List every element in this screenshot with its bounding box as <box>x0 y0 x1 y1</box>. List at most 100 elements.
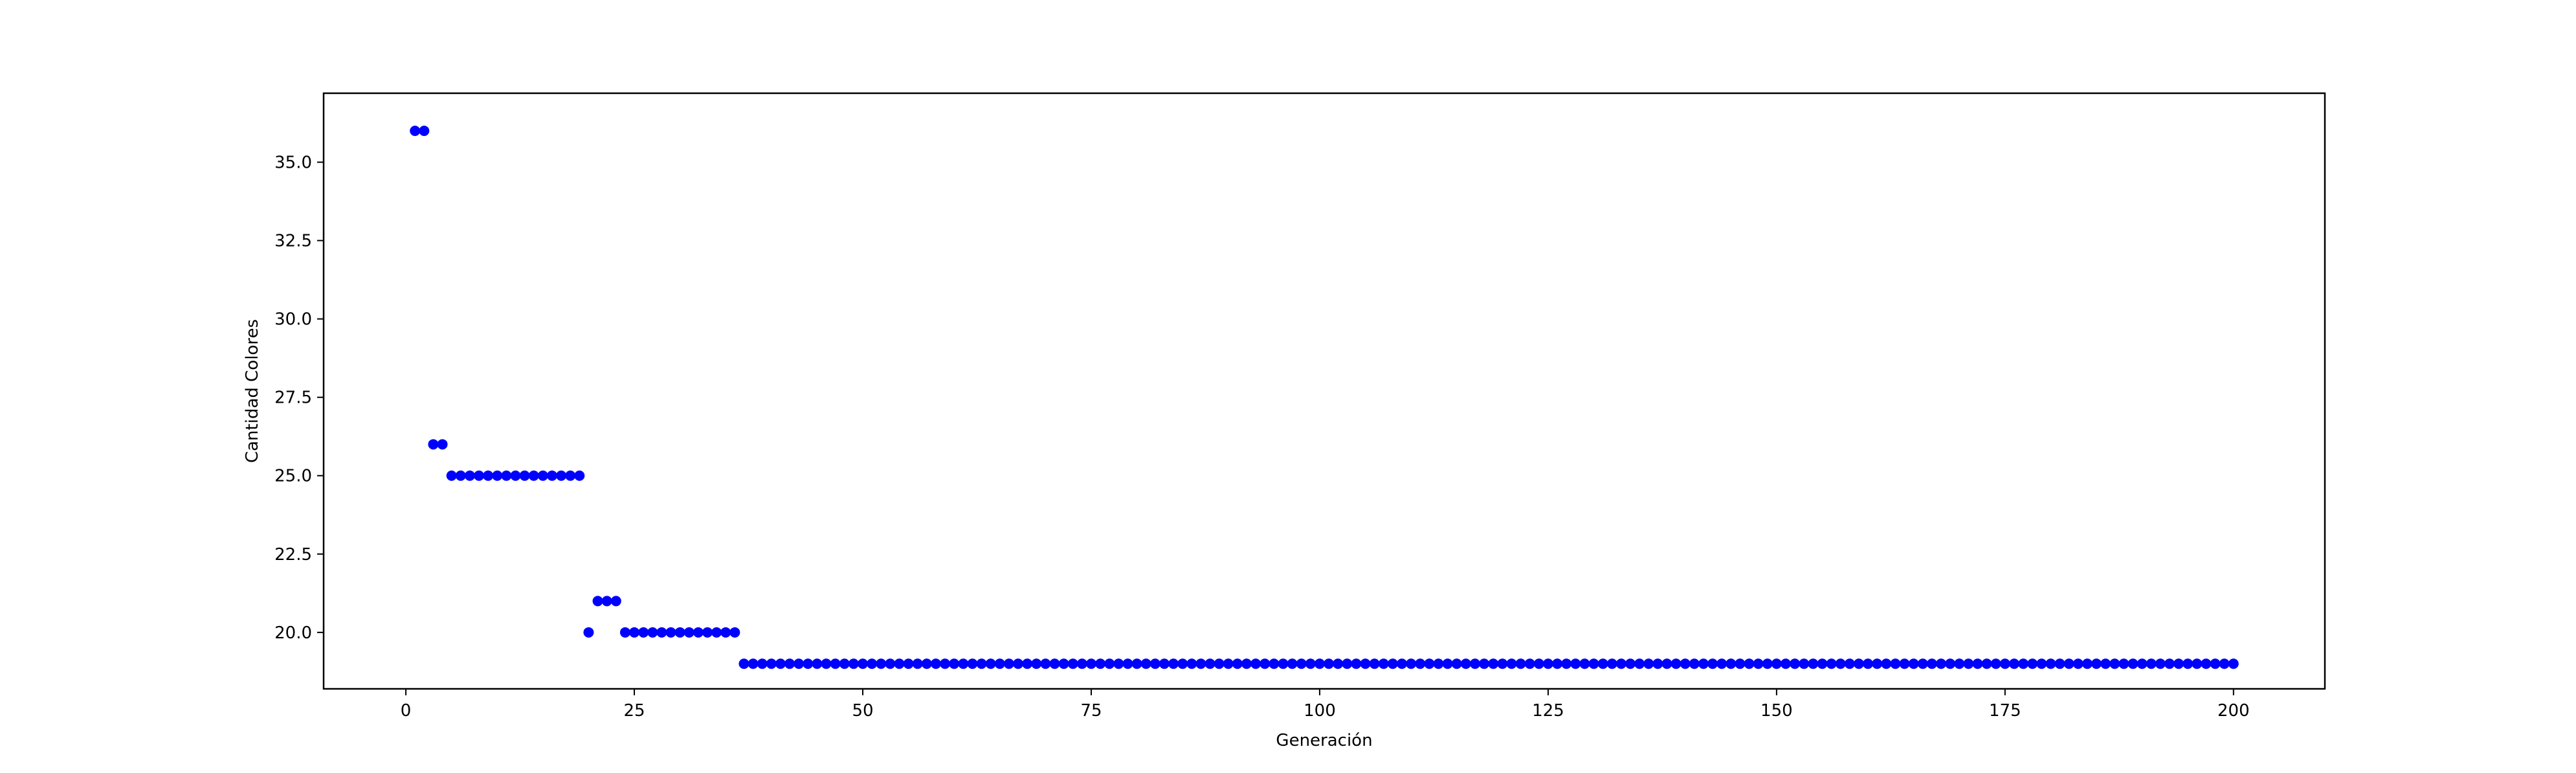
x-tick-label: 175 <box>1989 701 2021 721</box>
data-point <box>1205 658 1216 669</box>
data-point <box>1515 658 1526 669</box>
data-point <box>1899 658 1910 669</box>
data-point <box>1652 658 1663 669</box>
data-point <box>1122 658 1133 669</box>
data-point <box>1232 658 1243 669</box>
data-point <box>501 470 512 481</box>
data-point <box>1926 658 1937 669</box>
data-point <box>812 658 823 669</box>
data-point <box>1999 658 2010 669</box>
data-point <box>1451 658 1462 669</box>
data-point <box>958 658 969 669</box>
data-point <box>1269 658 1280 669</box>
data-point <box>1542 658 1553 669</box>
data-point <box>1241 658 1252 669</box>
data-point <box>839 658 850 669</box>
data-point <box>583 627 594 638</box>
data-point <box>2008 658 2019 669</box>
data-point <box>1936 658 1947 669</box>
data-point <box>2045 658 2056 669</box>
data-point <box>940 658 951 669</box>
data-point <box>464 470 475 481</box>
data-point <box>1324 658 1335 669</box>
data-point <box>1177 658 1188 669</box>
x-tick-label: 75 <box>1080 701 1102 721</box>
data-point <box>638 627 649 638</box>
data-point <box>1460 658 1471 669</box>
data-point <box>711 627 722 638</box>
data-point <box>1131 658 1142 669</box>
data-point <box>748 658 759 669</box>
data-point <box>1305 658 1316 669</box>
y-tick-label: 20.0 <box>274 623 312 643</box>
data-point <box>738 658 749 669</box>
data-point <box>1378 658 1389 669</box>
data-point <box>619 627 630 638</box>
data-point <box>1397 658 1408 669</box>
y-tick-label: 30.0 <box>274 310 312 330</box>
data-point <box>967 658 978 669</box>
data-point <box>1186 658 1197 669</box>
data-point <box>1149 658 1160 669</box>
data-point <box>1881 658 1892 669</box>
data-point <box>1863 658 1874 669</box>
data-point <box>1817 658 1828 669</box>
data-point <box>830 658 841 669</box>
data-point <box>976 658 987 669</box>
data-point <box>729 627 740 638</box>
data-point <box>2210 658 2221 669</box>
data-point <box>985 658 996 669</box>
data-point <box>1643 658 1654 669</box>
data-point <box>2091 658 2102 669</box>
data-point <box>949 658 960 669</box>
data-point <box>528 470 539 481</box>
data-point <box>1661 658 1672 669</box>
data-point <box>803 658 814 669</box>
x-tick-label: 150 <box>1760 701 1793 721</box>
data-point <box>2228 658 2239 669</box>
data-point <box>665 627 676 638</box>
data-point <box>1168 658 1179 669</box>
data-point <box>876 658 887 669</box>
data-point <box>1214 658 1225 669</box>
data-point <box>1040 658 1051 669</box>
data-point <box>419 126 430 137</box>
data-point <box>546 470 557 481</box>
y-axis-ticks: 20.0 22.5 25.0 27.5 30.0 32.5 35.0 <box>274 153 324 643</box>
data-point <box>1369 658 1380 669</box>
data-point <box>1524 658 1535 669</box>
data-point <box>1031 658 1042 669</box>
data-point <box>1781 658 1791 669</box>
data-point <box>1351 658 1362 669</box>
data-point <box>556 470 567 481</box>
y-tick-label: 27.5 <box>274 388 312 408</box>
data-point <box>492 470 503 481</box>
data-point <box>1469 658 1480 669</box>
data-point <box>1954 658 1965 669</box>
data-point <box>858 658 868 669</box>
data-point <box>1433 658 1444 669</box>
data-point <box>885 658 896 669</box>
data-point <box>1634 658 1645 669</box>
data-points <box>410 126 2239 669</box>
data-point <box>410 126 421 137</box>
data-point <box>775 658 786 669</box>
data-point <box>1159 658 1170 669</box>
data-point <box>2100 658 2111 669</box>
data-point <box>912 658 923 669</box>
data-point <box>766 658 777 669</box>
data-point <box>794 658 805 669</box>
data-point <box>1972 658 1983 669</box>
plot-area-frame <box>322 92 2326 690</box>
data-point <box>1835 658 1846 669</box>
data-point <box>537 470 548 481</box>
data-point <box>446 470 457 481</box>
data-point <box>510 470 521 481</box>
data-point <box>1917 658 1928 669</box>
data-point <box>2173 658 2184 669</box>
data-point <box>592 596 603 607</box>
data-point <box>848 658 859 669</box>
data-point <box>1908 658 1919 669</box>
data-point <box>1013 658 1024 669</box>
